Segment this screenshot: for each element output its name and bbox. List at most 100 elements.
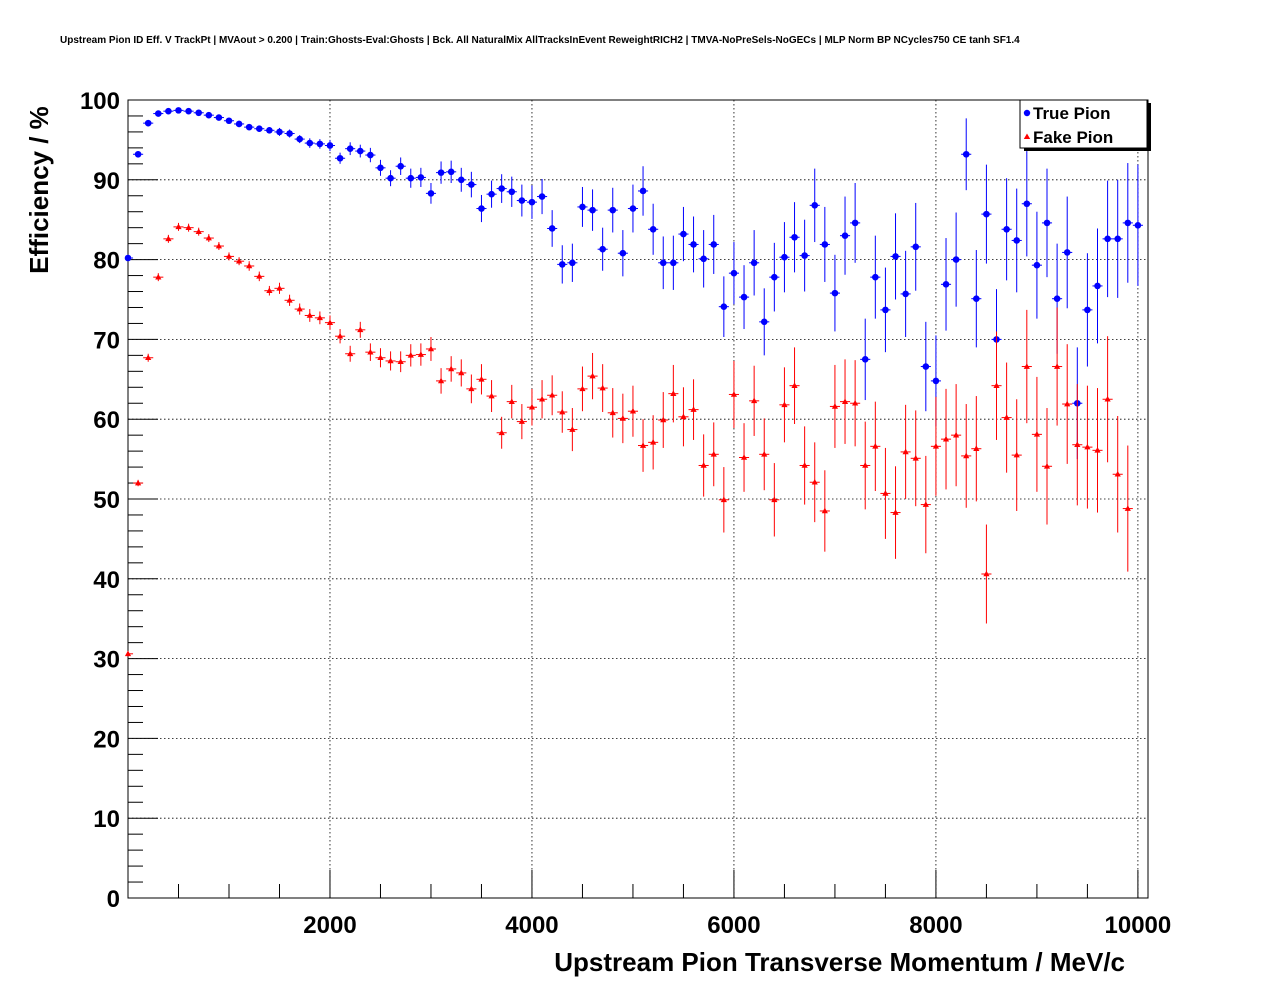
marker-triangle [1104, 395, 1111, 402]
data-point [577, 186, 588, 227]
marker-circle [488, 190, 495, 198]
marker-circle [195, 109, 202, 117]
data-point [304, 138, 315, 148]
data-point [738, 423, 750, 492]
marker-triangle [660, 416, 667, 423]
marker-triangle [266, 287, 273, 294]
marker-triangle [145, 354, 152, 361]
legend-marker-true-pion [1023, 109, 1031, 117]
marker-triangle [953, 431, 960, 438]
data-point [183, 107, 194, 115]
data-point [971, 396, 982, 502]
data-point [223, 117, 235, 125]
data-point [597, 227, 608, 271]
marker-circle [1043, 219, 1051, 227]
data-point [425, 337, 437, 361]
data-point [577, 366, 588, 412]
data-point [234, 257, 245, 266]
marker-circle [407, 174, 415, 182]
data-point [1082, 385, 1093, 509]
data-point [415, 343, 426, 366]
data-point [405, 344, 416, 367]
marker-triangle [781, 401, 788, 408]
marker-triangle [589, 372, 596, 379]
marker-circle [771, 273, 778, 281]
data-point [133, 150, 144, 158]
x-tick-label: 8000 [909, 912, 962, 939]
data-point [314, 139, 325, 149]
data-point [365, 343, 376, 361]
marker-triangle [448, 365, 455, 372]
data-point [638, 419, 649, 472]
y-tick-label: 90 [93, 168, 120, 195]
data-point [688, 216, 699, 273]
marker-circle [296, 135, 303, 143]
data-point [476, 194, 487, 223]
marker-circle [670, 259, 677, 267]
marker-triangle [942, 435, 950, 442]
marker-triangle [1114, 470, 1121, 477]
data-point [1041, 408, 1053, 525]
marker-circle [346, 145, 354, 152]
data-point [244, 261, 255, 271]
marker-circle [841, 232, 849, 239]
data-point [587, 352, 598, 400]
data-point [345, 142, 356, 156]
data-point [213, 242, 224, 251]
data-point [910, 202, 921, 291]
data-point [617, 230, 628, 277]
marker-circle [447, 168, 455, 176]
data-point [698, 434, 709, 497]
marker-triangle [377, 354, 384, 361]
data-point [163, 107, 174, 115]
data-point [173, 107, 184, 114]
marker-triangle [973, 445, 980, 452]
y-axis-title: Efficiency / % [24, 106, 54, 274]
marker-circle [740, 293, 748, 301]
marker-circle [902, 290, 909, 298]
marker-triangle [730, 391, 738, 397]
marker-triangle [831, 403, 839, 409]
data-point [446, 356, 457, 382]
marker-triangle [559, 408, 566, 415]
marker-triangle [841, 398, 849, 404]
marker-circle [124, 254, 132, 262]
data-point [173, 222, 184, 231]
marker-circle [1033, 261, 1041, 269]
data-point [1122, 445, 1133, 572]
marker-triangle [791, 382, 798, 388]
marker-triangle [912, 455, 919, 461]
marker-triangle [437, 377, 445, 384]
marker-circle [245, 123, 253, 131]
data-point [728, 360, 739, 428]
marker-circle [558, 261, 566, 268]
data-point [124, 650, 134, 657]
data-point [920, 455, 931, 554]
data-point [1102, 336, 1113, 463]
data-point [143, 119, 154, 127]
data-point [779, 222, 790, 293]
data-point [375, 348, 386, 368]
marker-triangle [1043, 462, 1051, 469]
marker-circle [892, 253, 899, 260]
marker-circle [629, 205, 637, 212]
data-point [718, 467, 729, 533]
marker-circle [286, 130, 293, 137]
data-point [587, 189, 598, 231]
marker-circle [387, 174, 394, 182]
x-tick-label: 10000 [1105, 912, 1172, 939]
marker-circle [175, 107, 182, 114]
data-point [466, 374, 477, 404]
marker-triangle [872, 443, 879, 449]
data-point [335, 329, 346, 344]
marker-triangle [862, 462, 869, 468]
data-point [708, 214, 719, 274]
data-point [345, 345, 356, 362]
data-point [153, 110, 164, 117]
data-point [809, 168, 820, 243]
data-point [1072, 384, 1083, 506]
marker-triangle [1064, 400, 1071, 407]
marker-circle [548, 225, 556, 232]
data-point [264, 127, 275, 134]
data-point [223, 252, 235, 261]
